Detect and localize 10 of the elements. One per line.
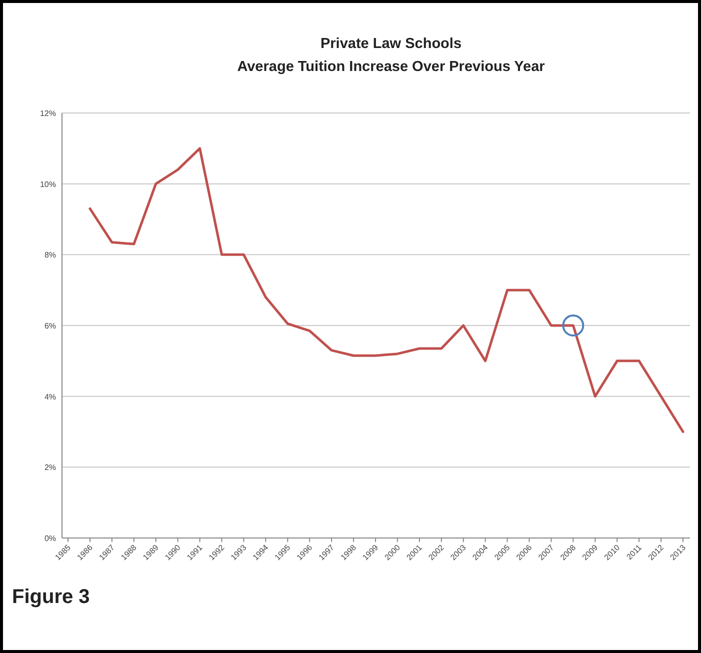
chart-title: Private Law Schools Average Tuition Increase Over Previous Year <box>237 36 546 75</box>
line-series <box>88 147 684 433</box>
y-tick-label: 0% <box>44 534 56 543</box>
y-tick-label: 6% <box>44 322 56 330</box>
y-tick-label: 4% <box>44 392 56 402</box>
y-tick-label: 2% <box>44 463 56 472</box>
caption: Figure 3 <box>12 586 90 608</box>
y-tick-label: 12% <box>40 109 56 118</box>
y-tick-label: 10% <box>40 180 56 189</box>
y-tick-label: 8% <box>44 250 56 260</box>
